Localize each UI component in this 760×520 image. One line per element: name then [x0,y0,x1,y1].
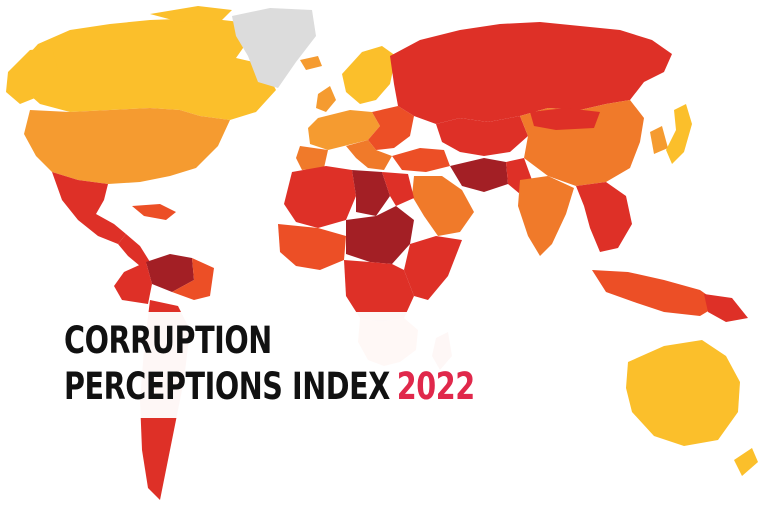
region-papua [704,294,748,322]
title-block: CORRUPTION PERCEPTIONS INDEX 2022 [48,312,558,418]
region-iberia [296,146,328,170]
region-india [518,176,574,256]
region-new-zealand [734,448,758,476]
region-korea [650,126,668,154]
region-alaska [6,48,58,104]
region-australia [626,340,740,446]
region-venezuela [146,254,194,292]
region-indonesia [592,270,720,316]
region-caribbean [132,204,176,220]
region-egypt [382,172,414,206]
region-usa [24,108,230,184]
region-mexico [52,172,126,244]
region-central-asia [436,116,528,156]
region-iran-afghanistan [450,158,508,192]
region-central-america [118,234,150,266]
title-line-2: PERCEPTIONS INDEX 2022 [64,364,475,410]
region-uk [316,86,336,112]
region-mongolia [530,108,600,130]
title-line-2-text: PERCEPTIONS INDEX [64,365,390,408]
region-russia [390,22,672,124]
region-colombia [114,262,152,304]
region-western-europe [308,110,380,150]
region-libya [352,170,390,216]
region-guianas-brazil-north [172,258,214,300]
region-canada [18,18,276,120]
region-arctic-islands [150,6,232,22]
region-sahel [346,206,414,264]
title-line-1: CORRUPTION [64,319,272,362]
region-scandinavia [342,46,396,104]
region-southeast-asia [576,182,632,252]
region-greenland [232,8,316,88]
region-arabia [412,176,474,236]
region-iceland [300,56,322,70]
region-west-africa [278,224,346,270]
region-turkey-caucasus [392,148,450,172]
region-japan [666,104,692,164]
region-horn-of-africa [404,236,462,300]
title-year: 2022 [396,365,475,408]
region-north-africa-west [284,166,356,228]
region-italy-balkans [346,140,392,170]
region-central-africa [344,260,414,322]
region-eastern-europe [368,106,414,150]
